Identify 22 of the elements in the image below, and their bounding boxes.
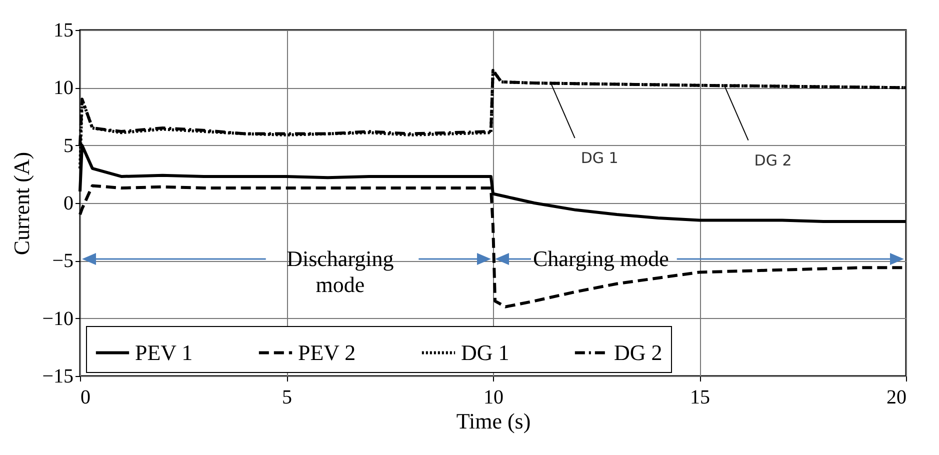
y-tick-label: 15 [54, 20, 74, 42]
x-tick-label: 10 [484, 386, 504, 408]
legend-label: DG 2 [614, 340, 662, 365]
annotation: DG 2 [754, 151, 792, 170]
y-tick-label: 0 [64, 192, 74, 214]
annotation: Discharging mode [286, 246, 394, 297]
annotation: DG 1 [580, 149, 618, 168]
legend-label: PEV 2 [298, 340, 356, 365]
y-tick-label: −15 [42, 366, 74, 388]
legend-label: DG 1 [461, 340, 510, 365]
y-tick-label: −5 [52, 250, 74, 272]
x-tick-label: 5 [282, 386, 292, 408]
annotation: Charging mode [533, 246, 669, 271]
y-axis-title: Current (A) [9, 152, 34, 256]
x-tick-label: 15 [690, 386, 710, 408]
y-tick-label: 10 [54, 77, 74, 100]
y-tick-label: −10 [42, 308, 74, 330]
x-tick-label: 0 [80, 386, 90, 408]
x-axis-title: Time (s) [456, 408, 531, 434]
x-tick-label: 20 [886, 386, 906, 408]
legend-label: PEV 1 [135, 340, 193, 365]
y-tick-label: 5 [64, 134, 74, 157]
